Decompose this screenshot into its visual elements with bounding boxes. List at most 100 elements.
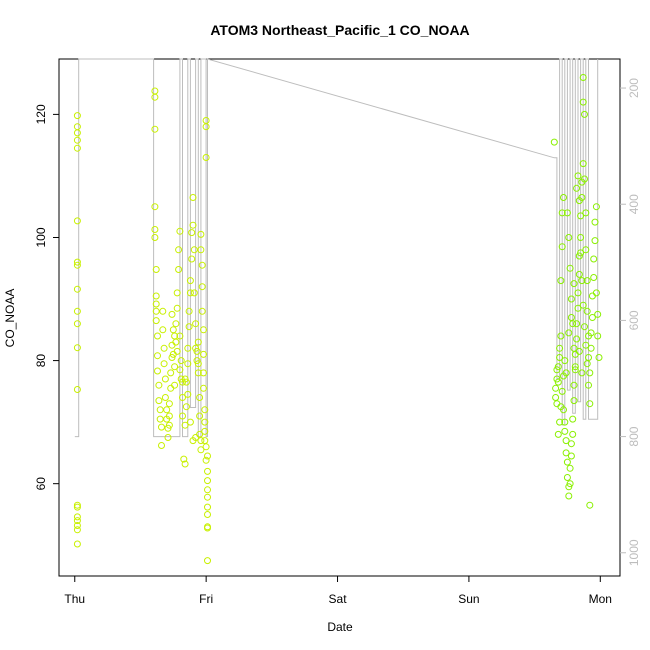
y2-tick-label: 600 xyxy=(627,310,641,330)
data-point xyxy=(73,144,81,152)
data-point xyxy=(197,246,205,254)
data-point xyxy=(573,184,581,192)
data-point xyxy=(73,258,81,266)
y-tick-label: 60 xyxy=(34,477,48,491)
data-point xyxy=(590,255,598,263)
data-point xyxy=(577,234,585,241)
data-point xyxy=(561,427,569,435)
data-point xyxy=(185,323,193,331)
data-point xyxy=(73,513,81,521)
data-point xyxy=(570,397,578,405)
data-point xyxy=(587,344,595,352)
data-point xyxy=(186,289,194,297)
data-point xyxy=(567,314,575,321)
data-point xyxy=(562,437,570,445)
data-point xyxy=(155,381,163,389)
data-point xyxy=(151,125,159,133)
data-point xyxy=(73,386,81,393)
data-point xyxy=(184,360,192,368)
y-tick-label: 120 xyxy=(34,104,48,124)
data-point xyxy=(578,369,586,377)
data-point xyxy=(577,249,585,257)
data-point xyxy=(579,160,587,168)
data-point xyxy=(197,437,205,445)
chart-title: ATOM3 Northeast_Pacific_1 CO_NOAA xyxy=(210,22,469,38)
data-point xyxy=(204,511,211,518)
data-point xyxy=(182,378,190,386)
data-point xyxy=(73,522,81,529)
data-point xyxy=(575,197,583,205)
data-point xyxy=(592,289,600,297)
data-point xyxy=(582,341,590,349)
data-point xyxy=(560,372,567,380)
data-point xyxy=(586,400,594,408)
data-point xyxy=(73,261,81,269)
data-point xyxy=(152,266,160,273)
data-point xyxy=(177,375,185,383)
data-point xyxy=(552,384,560,392)
data-point xyxy=(569,430,577,438)
data-point xyxy=(204,452,211,460)
data-point xyxy=(73,112,81,120)
data-point xyxy=(550,138,558,146)
data-point xyxy=(574,304,582,312)
data-point xyxy=(591,237,599,245)
data-point xyxy=(73,526,81,534)
data-point xyxy=(164,434,172,441)
data-point xyxy=(554,363,562,371)
x-tick-label: Fri xyxy=(199,592,213,606)
data-point xyxy=(161,375,169,383)
data-point xyxy=(561,418,569,426)
data-point xyxy=(154,332,161,340)
data-point xyxy=(154,352,161,360)
data-point xyxy=(196,394,204,401)
data-point xyxy=(577,212,585,220)
data-point xyxy=(156,415,164,423)
y2-tick-label: 200 xyxy=(627,78,641,98)
data-point xyxy=(189,194,197,201)
data-point xyxy=(583,307,591,315)
data-point xyxy=(172,320,180,328)
data-point xyxy=(176,332,184,340)
data-point xyxy=(565,329,573,337)
data-point xyxy=(201,418,209,426)
data-point xyxy=(592,203,600,211)
data-point xyxy=(190,289,198,297)
data-point xyxy=(562,449,570,457)
y-axis: 60 80 100 120 xyxy=(34,104,59,490)
data-point xyxy=(583,360,591,368)
data-point xyxy=(581,110,588,118)
data-point xyxy=(204,503,211,511)
data-point xyxy=(563,458,571,466)
data-point xyxy=(193,357,201,365)
y2-tick-label: 400 xyxy=(627,194,641,214)
data-point xyxy=(198,307,206,315)
data-point xyxy=(167,384,175,392)
data-point xyxy=(587,329,595,337)
data-point xyxy=(566,480,574,488)
data-point xyxy=(200,369,207,377)
data-point xyxy=(152,300,160,308)
data-point xyxy=(194,338,202,346)
data-point xyxy=(581,323,588,331)
data-point xyxy=(176,227,184,235)
data-point xyxy=(204,467,211,475)
data-point xyxy=(575,270,583,278)
data-point xyxy=(151,87,159,95)
data-point xyxy=(588,314,596,321)
data-point xyxy=(151,93,159,101)
data-point xyxy=(553,400,561,408)
data-point xyxy=(171,332,179,340)
data-point xyxy=(73,217,81,225)
data-points-layer xyxy=(73,74,603,565)
data-point xyxy=(73,129,81,137)
data-point xyxy=(570,344,578,352)
data-point xyxy=(566,464,574,472)
data-point xyxy=(158,423,165,431)
data-point xyxy=(565,492,573,500)
y-tick-label: 80 xyxy=(34,354,48,368)
data-point xyxy=(151,226,159,233)
data-point xyxy=(181,421,189,429)
data-point xyxy=(554,430,562,438)
data-point xyxy=(574,172,582,180)
